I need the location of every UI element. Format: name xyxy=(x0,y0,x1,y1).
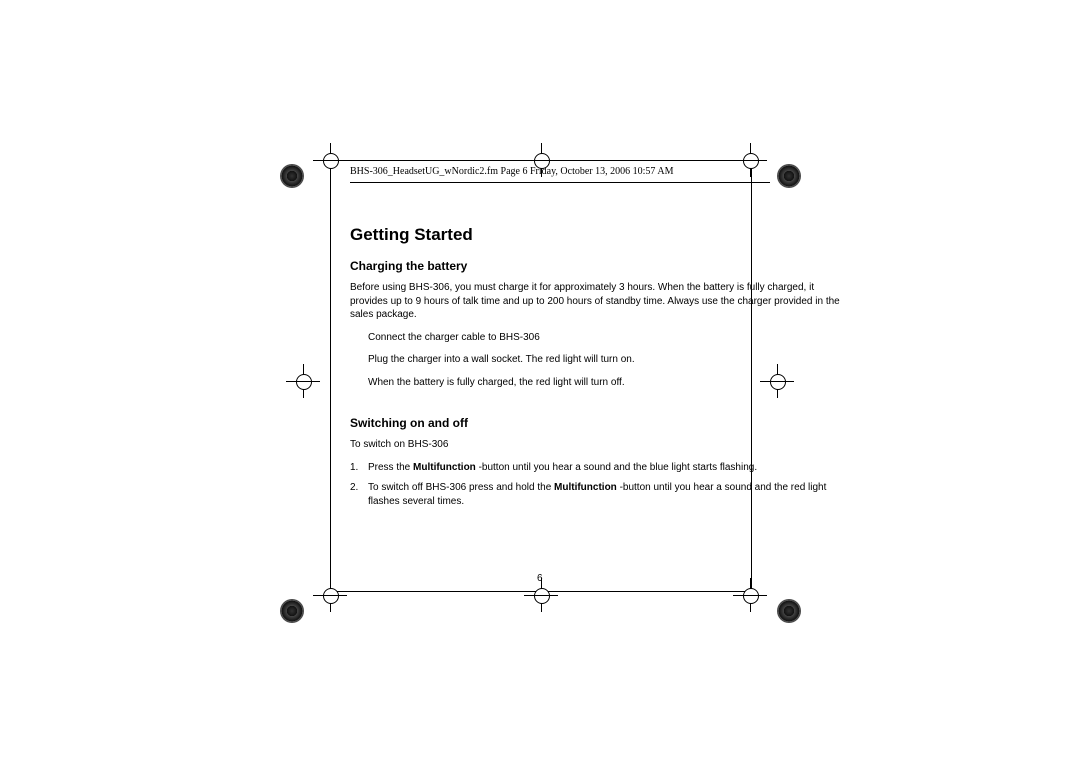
text-run: To switch off BHS-306 press and hold the xyxy=(368,482,554,493)
page-title: Getting Started xyxy=(350,225,850,245)
switching-intro: To switch on BHS-306 xyxy=(350,438,850,452)
section-heading-switching: Switching on and off xyxy=(350,416,850,430)
section-heading-charging: Charging the battery xyxy=(350,259,850,273)
registration-disc-icon xyxy=(280,599,304,623)
charging-intro: Before using BHS-306, you must charge it… xyxy=(350,281,850,322)
crop-mark-icon xyxy=(733,578,767,612)
registration-disc-icon xyxy=(280,164,304,188)
crop-mark-icon xyxy=(760,364,794,398)
header-path: BHS-306_HeadsetUG_wNordic2.fm Page 6 Fri… xyxy=(350,166,673,177)
list-number: 1. xyxy=(350,461,358,475)
text-run: -button until you hear a sound and the b… xyxy=(476,462,757,473)
crop-mark-icon xyxy=(524,578,558,612)
registration-disc-icon xyxy=(777,599,801,623)
registration-disc-icon xyxy=(777,164,801,188)
crop-mark-icon xyxy=(313,578,347,612)
crop-mark-icon xyxy=(524,143,558,177)
text-run: Press the xyxy=(368,462,413,473)
bold-term: Multifunction xyxy=(413,462,476,473)
header-rule xyxy=(350,182,770,183)
switching-step-1: 1. Press the Multifunction -button until… xyxy=(350,461,850,475)
bold-term: Multifunction xyxy=(554,482,617,493)
crop-mark-icon xyxy=(733,143,767,177)
crop-mark-icon xyxy=(286,364,320,398)
crop-mark-icon xyxy=(313,143,347,177)
list-number: 2. xyxy=(350,481,358,495)
switching-step-2: 2. To switch off BHS-306 press and hold … xyxy=(350,481,850,508)
charging-step-1: Connect the charger cable to BHS-306 xyxy=(350,331,850,345)
